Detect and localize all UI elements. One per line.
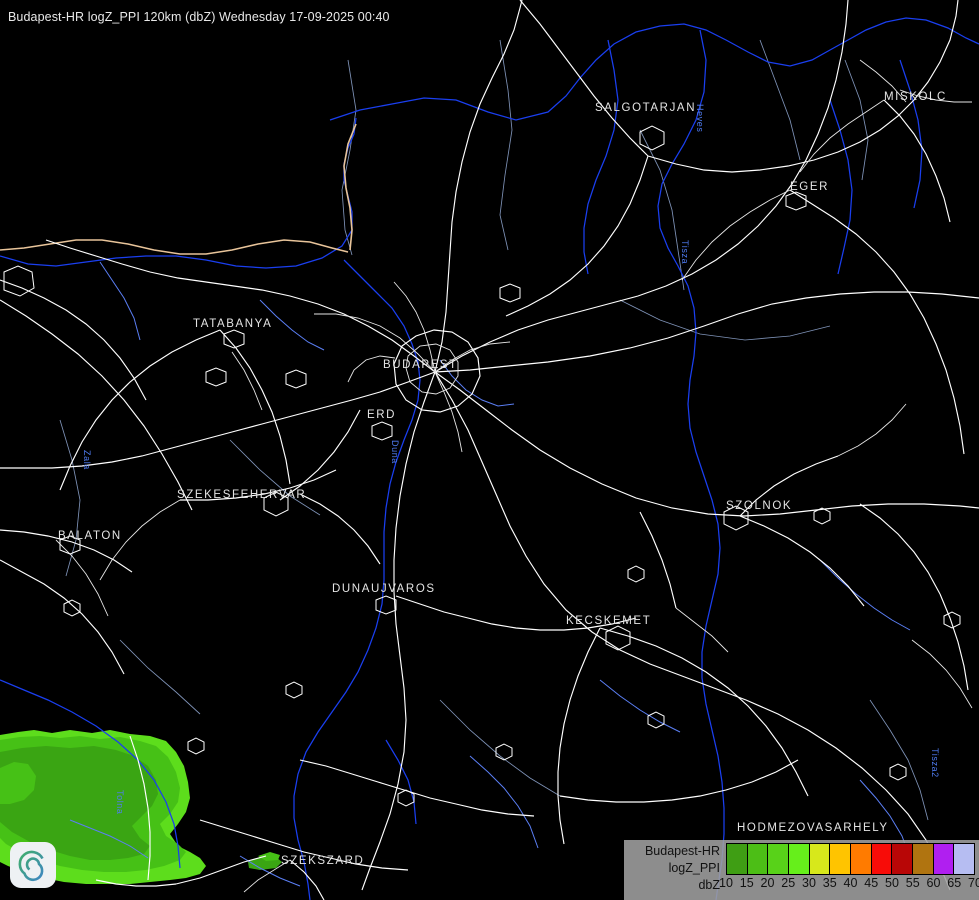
legend-title-line: logZ_PPI xyxy=(668,861,720,875)
colorbar-tick-50: 50 xyxy=(885,876,899,890)
colorbar xyxy=(726,843,975,875)
city-label: ERD xyxy=(367,409,397,421)
colorbar-swatch-50-55 xyxy=(892,844,914,874)
echo-patch-szekszard-edge xyxy=(258,852,280,861)
colorbar-tick-70: 70 xyxy=(968,876,979,890)
river-label: Zala xyxy=(82,450,92,470)
river-label: Tisza2 xyxy=(930,748,940,778)
colorbar-swatch-10-15 xyxy=(727,844,748,874)
city-label: SZEKSZARD xyxy=(281,855,365,867)
colorbar-swatch-35-40 xyxy=(830,844,852,874)
colorbar-swatch-55-60 xyxy=(913,844,934,874)
colorbar-swatch-65-70 xyxy=(954,844,975,874)
colorbar-legend: Budapest-HR logZ_PPI dbZ 10 15 20 25 30 35 40 4… xyxy=(624,840,979,900)
colorbar-swatch-15-20 xyxy=(747,844,769,874)
legend-title-line: Budapest-HR xyxy=(644,844,720,858)
city-label: HODMEZOVASARHELY xyxy=(737,822,889,834)
city-label: DUNAUJVAROS xyxy=(332,583,436,595)
colorbar-tick-55: 55 xyxy=(905,876,920,890)
colorbar-tick-30: 30 xyxy=(802,876,816,890)
colorbar-swatch-45-50 xyxy=(871,844,893,874)
app-logo[interactable] xyxy=(10,842,56,888)
colorbar-swatch-40-45 xyxy=(851,844,872,874)
colorbar-tick-25: 25 xyxy=(781,876,796,890)
colorbar-tick-20: 20 xyxy=(760,876,775,890)
page-title: Budapest-HR logZ_PPI 120km (dbZ) Wednesd… xyxy=(8,10,390,24)
colorbar-tick-35: 35 xyxy=(822,876,837,890)
city-label: BALATON xyxy=(58,530,122,542)
legend-title-line: dbZ xyxy=(698,878,720,892)
colorbar-tick-45: 45 xyxy=(864,876,879,890)
colorbar-tick-15: 15 xyxy=(739,876,754,890)
colorbar-tick-40: 40 xyxy=(843,876,858,890)
city-label: EGER xyxy=(790,181,829,193)
city-label: TATABANYA xyxy=(193,318,273,330)
colorbar-ticks: 10 15 20 25 30 35 40 45 50 55 60 65 70 xyxy=(719,876,979,894)
legend-title: Budapest-HR logZ_PPI dbZ xyxy=(624,840,726,894)
colorbar-tick-60: 60 xyxy=(926,876,941,890)
echo-patch-core xyxy=(0,746,158,860)
city-label: SZOLNOK xyxy=(726,500,793,512)
colorbar-tick-65: 65 xyxy=(947,876,962,890)
colorbar-swatch-20-25 xyxy=(768,844,790,874)
colorbar-swatch-25-30 xyxy=(789,844,810,874)
spiral-swirl-icon xyxy=(18,850,44,882)
river-label: Tisza xyxy=(680,240,690,265)
city-label: SZEKESFEHERVAR xyxy=(177,489,307,501)
colorbar-swatch-60-65 xyxy=(933,844,955,874)
river-label: Tolna xyxy=(115,790,125,815)
river-label: Duna xyxy=(390,440,400,464)
colorbar-tick-10: 10 xyxy=(719,876,733,890)
echo-patch-left-lobe xyxy=(0,762,36,804)
city-label: BUDAPEST xyxy=(383,359,458,371)
city-label: MISKOLC xyxy=(884,91,947,103)
river-label: Heves xyxy=(695,104,705,133)
colorbar-swatch-30-35 xyxy=(809,844,831,874)
colorbar-wrap: 10 15 20 25 30 35 40 45 50 55 60 65 70 xyxy=(719,840,979,894)
city-label: KECSKEMET xyxy=(566,615,652,627)
city-label: SALGOTARJAN xyxy=(595,102,697,114)
